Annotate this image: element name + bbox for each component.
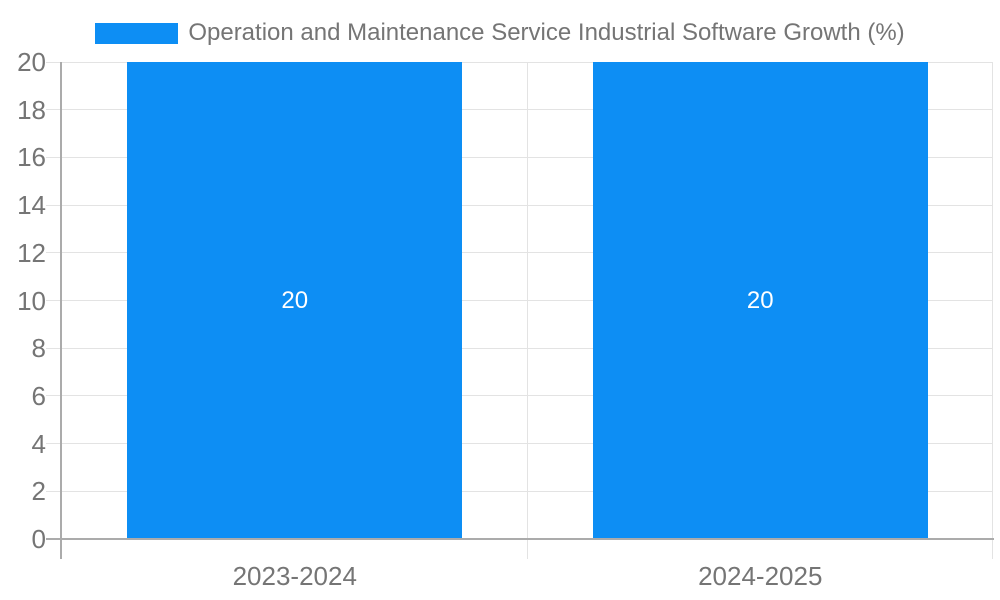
y-axis-tick-label: 16: [17, 142, 46, 173]
y-gridline: [62, 300, 993, 301]
bar: [127, 62, 463, 539]
y-gridline: [62, 490, 993, 492]
y-axis-line: [60, 62, 62, 559]
x-axis-category-label: 2024-2025: [698, 561, 823, 591]
y-gridline: [62, 395, 993, 397]
y-axis-tick-label: 12: [17, 237, 46, 268]
y-gridline: [62, 109, 993, 111]
y-gridline: [62, 443, 993, 445]
category-separator-line: [526, 62, 528, 559]
y-axis-tick-label: 6: [31, 380, 46, 411]
y-axis-tick-label: 2: [31, 476, 46, 507]
y-axis-tick-label: 20: [17, 47, 46, 77]
x-axis-category-label: 2023-2024: [232, 561, 357, 591]
y-axis-tick: [46, 347, 62, 349]
bar-value-label: 20: [746, 286, 774, 314]
y-axis-tick-label: 10: [17, 285, 46, 316]
y-axis-tick: [46, 109, 62, 111]
y-axis-tick-label: 8: [31, 333, 46, 364]
y-axis-tick: [46, 204, 62, 206]
bar-value-label: 20: [281, 286, 309, 314]
y-axis-tick-label: 14: [17, 190, 46, 221]
y-gridline: [62, 347, 993, 349]
y-axis-tick: [46, 156, 62, 158]
y-gridline: [62, 61, 993, 63]
y-axis-tick: [46, 252, 62, 254]
y-axis-tick: [46, 61, 62, 63]
plot-area: 0 2 4 6 8 10 12 14 16 18 20 20 20 2023-2024 2024-2025: [17, 49, 994, 589]
y-axis-tick-label: 4: [31, 428, 46, 459]
y-axis-tick: [46, 490, 62, 492]
y-gridline: [62, 156, 993, 158]
y-axis-tick: [46, 300, 62, 301]
legend-title: Operation and Maintenance Service Indust…: [188, 19, 905, 46]
y-axis-tick: [46, 395, 62, 397]
x-axis-line: [46, 538, 994, 540]
y-axis-tick: [46, 443, 62, 445]
legend-swatch: [95, 22, 179, 44]
category-separator-line: [992, 62, 993, 559]
y-gridline: [62, 252, 993, 254]
bar: [592, 62, 928, 539]
y-gridline: [62, 204, 993, 206]
y-axis-tick-label: 0: [31, 524, 46, 554]
chart-legend: Operation and Maintenance Service Indust…: [0, 18, 1000, 48]
y-axis-tick-label: 18: [17, 94, 46, 125]
